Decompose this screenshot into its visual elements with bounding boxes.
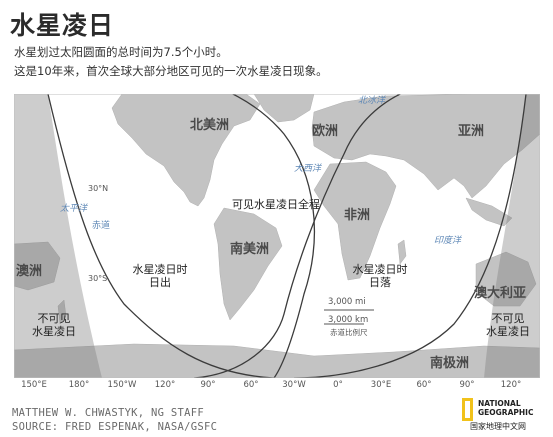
logo-line-1: NATIONAL <box>478 399 521 408</box>
zone-not-visible-west-line1: 不可见 <box>37 312 71 325</box>
landmass-new-zealand <box>57 299 67 325</box>
landmass-madagascar <box>397 239 407 265</box>
zone-sunrise: 水星凌日时 日出 <box>133 263 188 289</box>
zone-not-visible-east-line1: 不可见 <box>491 312 525 325</box>
label-arctic-ocean: 北冰洋 <box>358 96 386 106</box>
zone-not-visible-east: 不可见 水星凌日 <box>486 312 530 338</box>
logo-chinese-site: 国家地理中文网 <box>470 422 526 431</box>
landmass-australia-west <box>14 241 61 291</box>
landmass-africa <box>313 161 397 281</box>
label-oceania: 澳洲 <box>16 264 43 279</box>
longitude-tick-120w: 120° <box>154 380 176 390</box>
longitude-tick-30w: 30°W <box>282 380 306 390</box>
national-geographic-logo-icon <box>462 398 473 421</box>
latitude-30s: 30°S <box>88 274 108 283</box>
label-asia: 亚洲 <box>458 124 485 139</box>
credit-source: SOURCE: FRED ESPENAK, NASA/GSFC <box>12 421 218 433</box>
longitude-tick-180: 180° <box>68 380 90 390</box>
sunset-boundary-bottom <box>293 94 527 378</box>
zone-full-view-text: 可见水星凌日全程 <box>232 198 320 211</box>
shade-not-visible-east <box>484 94 540 378</box>
label-europe: 欧洲 <box>312 124 339 139</box>
logo-line-2: GEOGRAPHIC <box>478 408 534 417</box>
label-pacific-ocean: 太平洋 <box>60 204 88 214</box>
landmass-southeast-asia <box>465 197 513 227</box>
landmass-australia-east <box>475 251 537 307</box>
longitude-tick-30e: 30°E <box>370 380 392 390</box>
logo-wordmark: NATIONAL GEOGRAPHIC <box>478 399 533 417</box>
zone-sunrise-line2: 日出 <box>149 276 171 290</box>
zone-sunset-line2: 日落 <box>369 276 391 290</box>
sunset-boundary-curve <box>193 94 526 378</box>
scale-label-km: 3,000 km <box>328 315 369 325</box>
landmass-south-america <box>213 207 283 321</box>
zone-not-visible-west-line2: 水星凌日 <box>32 325 76 339</box>
zone-not-visible-east-line2: 水星凌日 <box>486 325 530 339</box>
longitude-tick-120e: 120° <box>500 380 522 390</box>
zone-sunset: 水星凌日时 日落 <box>353 263 408 289</box>
world-map: 北美洲 欧洲 亚洲 非洲 南美洲 澳洲 澳大利亚 南极洲 北冰洋 大西洋 太平洋… <box>14 94 540 378</box>
longitude-tick-90w: 90° <box>200 380 216 390</box>
subtitle-line-2: 这是10年来，首次全球大部分地区可见的一次水星凌日现象。 <box>14 64 328 78</box>
latitude-equator: 赤道 <box>92 221 111 231</box>
zone-sunset-line1: 水星凌日时 <box>352 263 408 276</box>
landmass-eurasia <box>311 94 540 199</box>
label-australia: 澳大利亚 <box>474 286 527 301</box>
label-north-america: 北美洲 <box>190 118 230 133</box>
longitude-tick-150w: 150°W <box>107 380 137 390</box>
label-antarctica: 南极洲 <box>430 356 470 371</box>
landmass-antarctica <box>14 343 540 378</box>
zone-full-view: 可见水星凌日全程 <box>232 198 320 211</box>
label-africa: 非洲 <box>344 208 371 223</box>
landmass-greenland <box>253 94 315 123</box>
sunrise-boundary-top <box>48 94 316 378</box>
label-indian-ocean: 印度洋 <box>434 236 462 246</box>
label-south-america: 南美洲 <box>230 242 270 257</box>
zone-sunrise-line1: 水星凌日时 <box>132 263 188 276</box>
longitude-tick-90e: 90° <box>459 380 475 390</box>
shade-not-visible-west <box>14 94 102 378</box>
label-atlantic-ocean: 大西洋 <box>294 164 322 174</box>
longitude-tick-60e: 60° <box>416 380 432 390</box>
credit-author: MATTHEW W. CHWASTYK, NG STAFF <box>12 407 205 419</box>
longitude-tick-60w: 60° <box>243 380 259 390</box>
longitude-tick-150e: 150°E <box>21 380 47 390</box>
scale-label-miles: 3,000 mi <box>328 297 366 307</box>
map-title: 水星凌日 <box>10 11 115 40</box>
longitude-tick-0: 0° <box>333 380 343 390</box>
scale-note: 赤道比例尺 <box>330 328 368 337</box>
sunrise-boundary-curve <box>47 94 275 378</box>
zone-not-visible-west: 不可见 水星凌日 <box>32 312 76 338</box>
map-canvas <box>14 94 540 378</box>
latitude-30n: 30°N <box>88 184 109 193</box>
subtitle-line-1: 水星划过太阳圆面的总时间为7.5个小时。 <box>14 45 228 59</box>
landmass-north-america <box>111 94 261 207</box>
